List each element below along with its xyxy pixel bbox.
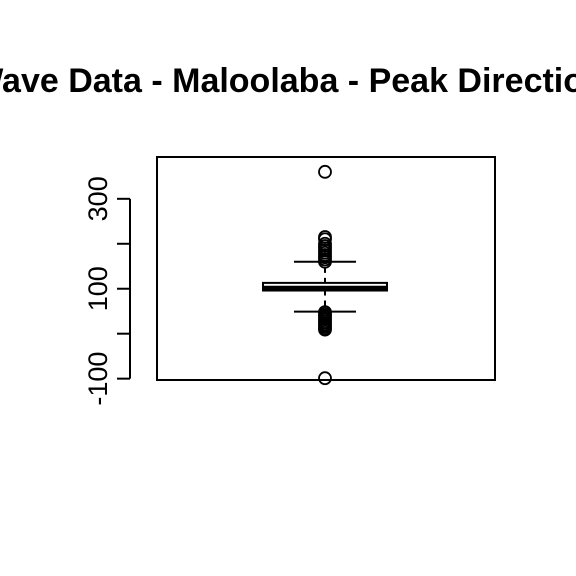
- outlier-point: [318, 164, 332, 179]
- y-axis: -100 100 300: [83, 176, 131, 406]
- outlier-layer: [318, 164, 332, 386]
- outlier-point: [318, 371, 332, 386]
- y-tick-label: -100: [83, 352, 113, 406]
- y-tick-label: 100: [83, 266, 113, 311]
- y-tick-label: 300: [83, 176, 113, 221]
- plot-frame: [156, 156, 496, 381]
- outlier-point: [318, 236, 332, 251]
- chart-title: Wave Data - Maloolaba - Peak Direction: [0, 62, 576, 100]
- outlier-point: [318, 322, 332, 337]
- box-layer: [262, 260, 388, 313]
- outlier-point: [318, 230, 332, 244]
